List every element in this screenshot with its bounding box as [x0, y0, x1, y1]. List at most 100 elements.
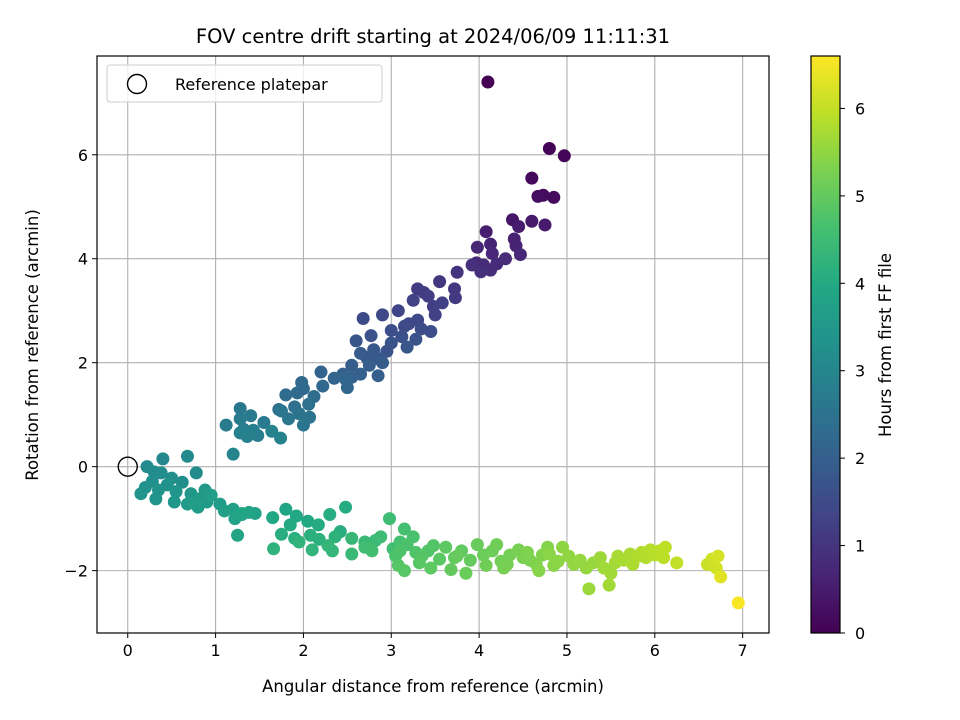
scatter-point	[134, 487, 148, 501]
scatter-point	[279, 388, 293, 402]
colorbar-tick-label: 5	[855, 187, 865, 206]
scatter-point	[267, 542, 281, 556]
x-tick-label: 2	[298, 641, 308, 660]
scatter-point	[424, 561, 438, 575]
scatter-point	[283, 518, 297, 532]
scatter-point	[531, 189, 545, 203]
scatter-point	[426, 539, 440, 553]
scatter-point	[156, 452, 170, 466]
scatter-point	[219, 418, 233, 432]
scatter-point	[380, 344, 394, 358]
scatter-point	[459, 566, 473, 580]
scatter-point	[406, 293, 420, 307]
x-tick-label: 6	[650, 641, 660, 660]
scatter-point	[470, 240, 484, 254]
scatter-point	[149, 492, 163, 506]
scatter-point	[512, 220, 526, 234]
colorbar-tick-label: 4	[855, 274, 865, 293]
scatter-point	[557, 149, 571, 163]
scatter-point	[316, 379, 330, 393]
scatter-point	[658, 540, 672, 554]
scatter-point	[233, 412, 247, 426]
scatter-point	[189, 466, 203, 480]
scatter-point	[393, 544, 407, 558]
scatter-point	[463, 553, 477, 567]
scatter-point	[542, 547, 556, 561]
scatter-point	[354, 346, 368, 360]
scatter-point	[292, 407, 306, 421]
scatter-point	[371, 369, 385, 383]
scatter-point	[542, 142, 556, 156]
scatter-point	[470, 538, 484, 552]
chart-title: FOV centre drift starting at 2024/06/09 …	[196, 25, 670, 48]
scatter-point	[479, 225, 493, 239]
y-tick-label: 2	[78, 354, 88, 373]
data-points	[117, 75, 745, 610]
scatter-point	[465, 258, 479, 272]
scatter-point	[169, 485, 183, 499]
scatter-point	[274, 431, 288, 445]
scatter-point	[448, 291, 462, 305]
scatter-point	[204, 488, 218, 502]
colorbar-ticks: 0 1 2 3 4 5 6	[840, 99, 865, 643]
x-tick-label: 1	[210, 641, 220, 660]
x-tick-label: 3	[386, 641, 396, 660]
scatter-point	[167, 495, 181, 509]
scatter-point	[513, 248, 527, 262]
scatter-point	[481, 75, 495, 89]
scatter-point	[395, 330, 409, 344]
scatter-point	[257, 415, 271, 429]
scatter-point	[582, 582, 596, 596]
scatter-point	[391, 304, 405, 318]
scatter-point	[226, 447, 240, 461]
scatter-point	[374, 530, 388, 544]
colorbar-label: Hours from first FF file	[876, 253, 895, 437]
colorbar-tick-label: 3	[855, 362, 865, 381]
scatter-point	[670, 556, 684, 570]
legend-marker-reference	[126, 73, 148, 95]
scatter-point	[593, 551, 607, 565]
scatter-point	[547, 190, 561, 204]
scatter-point	[302, 397, 316, 411]
scatter-point	[731, 596, 745, 610]
scatter-point	[365, 544, 379, 558]
scatter-point	[323, 507, 337, 521]
scatter-point	[433, 275, 447, 289]
scatter-point	[375, 356, 389, 370]
scatter-point	[188, 496, 202, 510]
y-tick-label: 6	[78, 146, 88, 165]
colorbar-gradient	[810, 55, 841, 634]
y-axis-label: Rotation from reference (arcmin)	[23, 209, 42, 481]
scatter-point	[274, 527, 288, 541]
scatter-point	[233, 401, 247, 415]
scatter-point	[383, 512, 397, 526]
scatter-point	[235, 506, 249, 520]
legend: Reference platepar	[106, 64, 383, 103]
x-tick-label: 7	[738, 641, 748, 660]
scatter-point	[340, 381, 354, 395]
colorbar-tick-label: 2	[855, 449, 865, 468]
scatter-point	[375, 308, 389, 322]
y-axis-ticks: −2 0 2 4 6	[64, 146, 97, 581]
scatter-point	[305, 543, 319, 557]
scatter-point	[231, 528, 245, 542]
scatter-point	[397, 319, 411, 333]
scatter-point	[714, 570, 728, 584]
scatter-point	[604, 566, 618, 580]
y-tick-label: −2	[64, 562, 88, 581]
x-tick-label: 5	[562, 641, 572, 660]
scatter-point	[424, 325, 438, 339]
scatter-point	[180, 449, 194, 463]
scatter-point	[339, 500, 353, 514]
scatter-point	[433, 552, 447, 566]
scatter-point	[154, 466, 168, 480]
scatter-point	[266, 511, 280, 525]
scatter-point	[412, 556, 426, 570]
scatter-point	[240, 430, 254, 444]
scatter-point	[551, 554, 565, 568]
scatter-point	[265, 424, 279, 438]
scatter-point	[525, 214, 539, 228]
scatter-point	[345, 547, 359, 561]
scatter-point	[364, 329, 378, 343]
